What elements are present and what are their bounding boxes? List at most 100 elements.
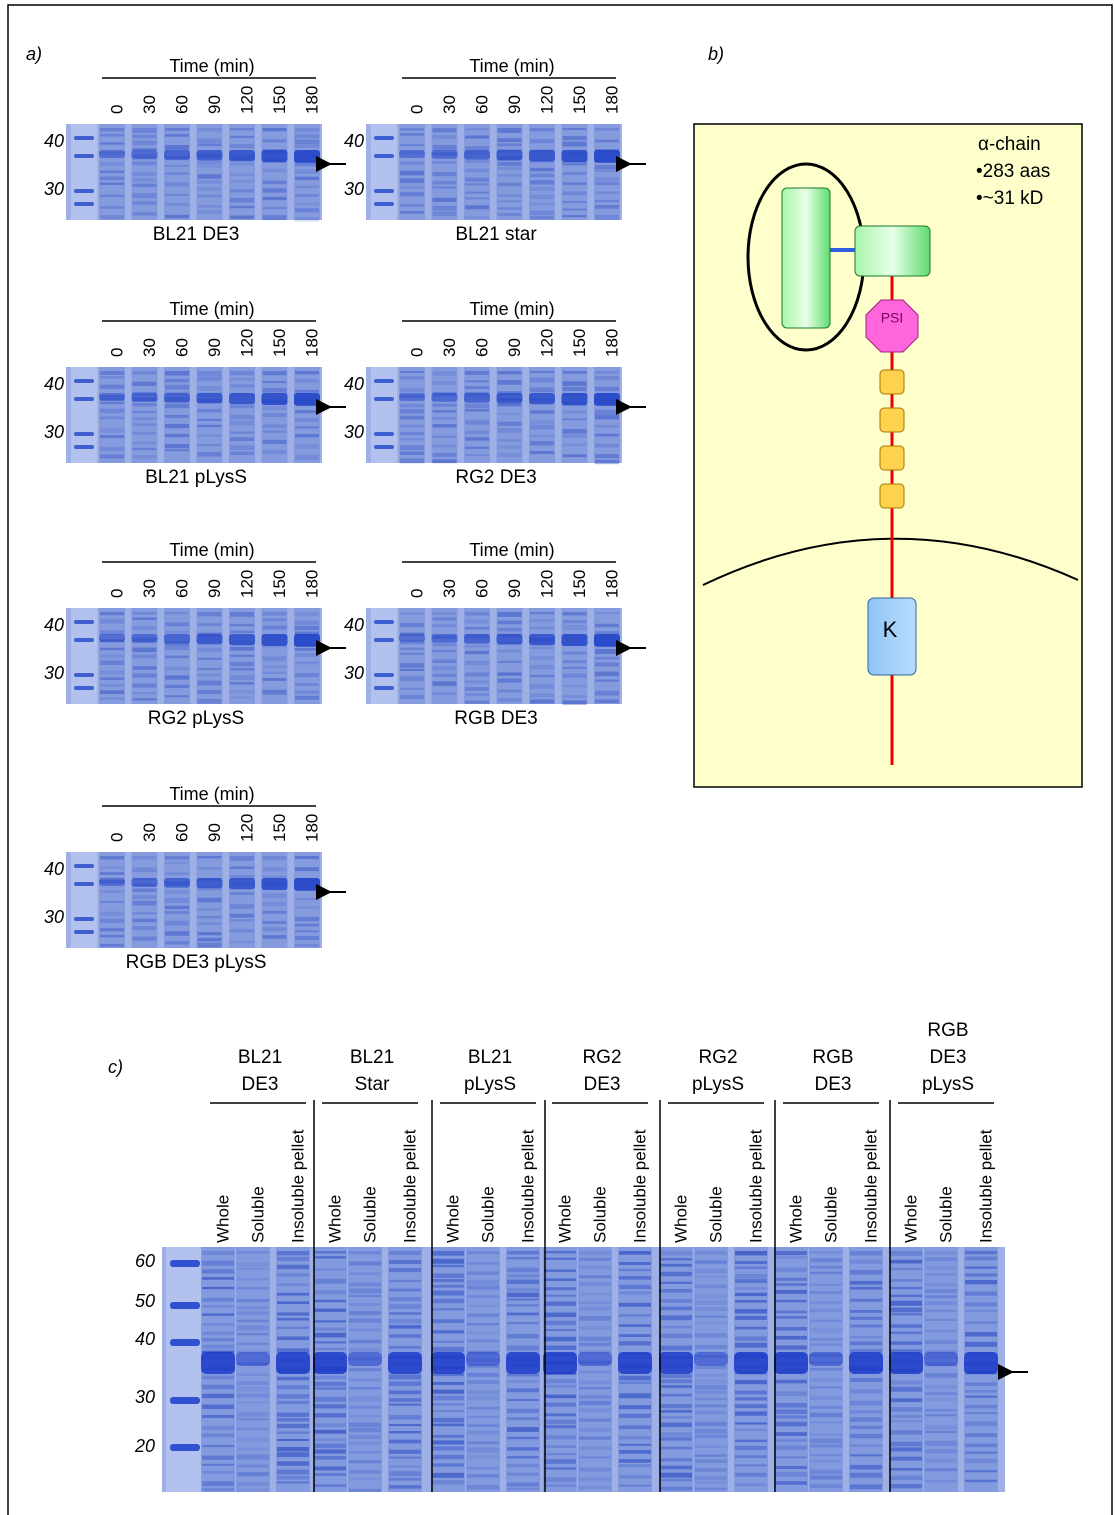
gel-band — [349, 1348, 381, 1352]
gel-band — [660, 1307, 692, 1311]
gel-band — [498, 422, 522, 426]
gel-band — [544, 1420, 576, 1424]
gel-band — [277, 1394, 309, 1398]
gel-band — [695, 1322, 727, 1324]
gel-band — [660, 1346, 692, 1351]
gel-band — [295, 379, 319, 383]
gel-band — [198, 205, 222, 207]
gel-band — [237, 1311, 269, 1314]
gel-band — [165, 434, 189, 437]
target-band — [99, 878, 125, 886]
gel-header: Time (min) — [469, 540, 554, 560]
gel-band — [237, 1455, 269, 1460]
gel-band — [202, 1394, 234, 1398]
marker-band — [170, 1302, 200, 1309]
gel-band — [530, 211, 554, 215]
gel-band — [965, 1302, 997, 1306]
gel-band — [660, 1404, 692, 1408]
group-label: pLysS — [692, 1074, 744, 1095]
gel-band — [100, 170, 124, 173]
gel-band — [432, 1308, 464, 1311]
lane-label: Insoluble pellet — [976, 1129, 995, 1243]
gel-band — [295, 145, 319, 148]
gel-band — [563, 612, 587, 615]
marker-band — [374, 154, 394, 158]
gel-band — [735, 1391, 767, 1395]
target-band — [348, 1352, 382, 1366]
gel-band — [619, 1276, 651, 1279]
gel-band — [277, 1265, 309, 1269]
gel-band — [544, 1337, 576, 1342]
marker-label: 30 — [135, 1387, 155, 1407]
gel-band — [850, 1465, 882, 1470]
gel-band — [433, 381, 457, 385]
gel-header: Time (min) — [169, 56, 254, 76]
gel-band — [695, 1404, 727, 1407]
group-label: pLysS — [464, 1074, 516, 1095]
gel-band — [165, 172, 189, 175]
gel-band — [563, 381, 587, 386]
lane-label: Insoluble pellet — [400, 1129, 419, 1243]
gel-band — [277, 1283, 309, 1286]
lane-label: 120 — [237, 814, 256, 842]
gel-band — [695, 1422, 727, 1426]
gel-band — [349, 1415, 381, 1417]
gel-band — [775, 1316, 807, 1319]
target-band — [399, 634, 425, 642]
gel-band — [432, 1455, 464, 1459]
gel-band — [295, 194, 319, 197]
gel-band — [133, 692, 157, 694]
gel-band — [230, 856, 254, 861]
gel-band — [100, 195, 124, 197]
lane-label: Whole — [555, 1195, 574, 1243]
gel-band — [277, 1401, 309, 1404]
gel-band — [433, 692, 457, 695]
marker-band — [74, 154, 94, 158]
gel-band — [544, 1278, 576, 1281]
gel-band — [314, 1300, 346, 1302]
lane-label: 30 — [440, 338, 459, 357]
gel-band — [165, 898, 189, 903]
gel-band — [198, 867, 222, 870]
gel-band — [295, 217, 319, 222]
gel-band — [810, 1470, 842, 1475]
gel-band — [660, 1410, 692, 1413]
target-band — [262, 150, 288, 162]
gel-band — [465, 680, 489, 683]
gel-band — [432, 1251, 464, 1256]
gel-band — [530, 419, 554, 424]
gel-band — [850, 1444, 882, 1447]
gel-band — [349, 1251, 381, 1254]
gel-band — [165, 622, 189, 626]
gel-band — [579, 1408, 611, 1412]
gel-header: Time (min) — [469, 299, 554, 319]
lane-label: 150 — [270, 329, 289, 357]
gel-band — [467, 1390, 499, 1394]
gel-band — [695, 1307, 727, 1311]
gel-band — [295, 203, 319, 206]
gel-band — [595, 624, 619, 627]
gel-band — [237, 1251, 269, 1254]
lane-label: 30 — [140, 823, 159, 842]
gel-band — [100, 409, 124, 413]
gel-band — [133, 867, 157, 872]
lane-label: 60 — [172, 579, 191, 598]
gel-band — [100, 677, 124, 680]
group-label: DE3 — [242, 1074, 279, 1095]
gel-band — [850, 1434, 882, 1438]
gel-band — [850, 1342, 882, 1346]
gel-band — [277, 1439, 309, 1441]
gel-band — [498, 162, 522, 166]
gel-band — [498, 138, 522, 142]
gel-band — [735, 1422, 767, 1424]
gel-band — [263, 935, 287, 939]
gel-band — [314, 1484, 346, 1486]
gel-band — [925, 1414, 957, 1416]
gel-band — [465, 371, 489, 375]
gel-band — [389, 1403, 421, 1405]
target-band — [618, 1352, 652, 1374]
gel-band — [595, 460, 619, 464]
gel-band — [890, 1457, 922, 1461]
gel-band — [498, 628, 522, 632]
gel-band — [237, 1320, 269, 1323]
